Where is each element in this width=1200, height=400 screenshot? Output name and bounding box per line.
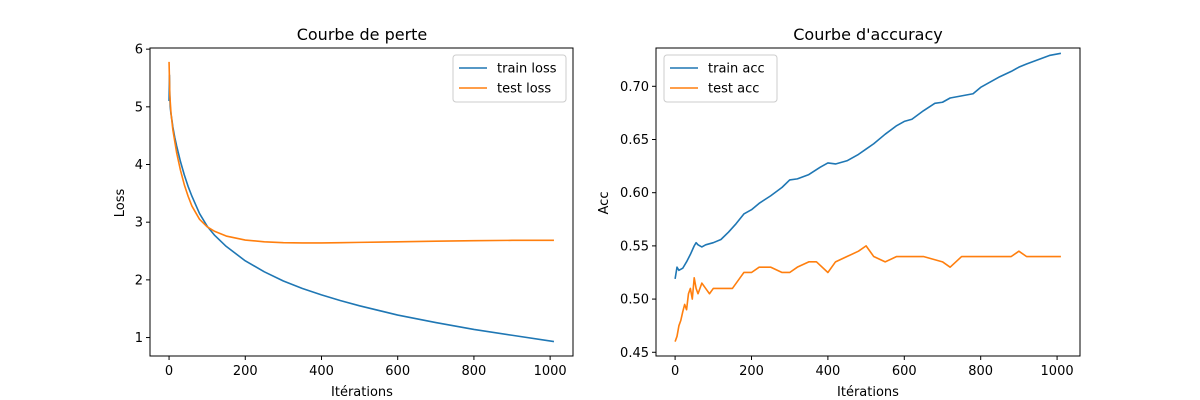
accuracy-chart-xlabel: Itérations <box>837 385 899 400</box>
legend-box <box>663 54 778 103</box>
accuracy-chart-title: Courbe d'accuracy <box>793 25 943 44</box>
x-tick-label: 600 <box>385 364 410 379</box>
legend-box <box>452 54 567 103</box>
legend-label: test acc <box>708 82 759 97</box>
y-tick-label: 0.70 <box>620 80 649 95</box>
legend-label: test loss <box>497 82 551 97</box>
y-tick-label: 2 <box>135 273 143 288</box>
y-tick-label: 1 <box>135 331 143 346</box>
y-tick-label: 0.50 <box>620 293 649 308</box>
loss-chart-title: Courbe de perte <box>297 25 428 44</box>
accuracy-chart-ylabel: Acc <box>597 192 612 215</box>
accuracy-chart: Courbe d'accuracy Itérations Acc 0 200 400… <box>597 25 1081 400</box>
y-tick-label: 3 <box>135 216 143 231</box>
legend-label: train acc <box>708 62 765 77</box>
y-tick-label: 0.60 <box>620 186 649 201</box>
x-tick-label: 400 <box>815 364 840 379</box>
loss-chart: Courbe de perte Itérations Loss 0 200 400 6… <box>113 25 574 400</box>
x-tick-label: 0 <box>671 364 679 379</box>
legend-label: train loss <box>497 62 557 77</box>
series-line-train-acc <box>674 52 1062 279</box>
x-tick-label: 800 <box>968 364 993 379</box>
x-tick-label: 200 <box>233 364 258 379</box>
y-tick-label: 5 <box>135 100 143 115</box>
y-tick-label: 0.45 <box>620 346 649 361</box>
y-tick-label: 6 <box>135 43 143 58</box>
axes-frame <box>149 47 574 357</box>
x-tick-label: 400 <box>309 364 334 379</box>
series-line-test-loss <box>168 61 554 244</box>
loss-chart-plot: 0 200 400 600 800 1000 1 2 3 4 5 6 train loss test lo… <box>135 43 574 379</box>
legend: train acc test acc <box>663 54 778 103</box>
y-tick-label: 0.65 <box>620 133 649 148</box>
x-tick-label: 800 <box>462 364 487 379</box>
accuracy-chart-plot: 0 200 400 600 800 1000 0.45 0.50 0.55 0.60 0.65 0.7… <box>620 47 1081 379</box>
y-tick-label: 0.55 <box>620 239 649 254</box>
x-tick-label: 200 <box>739 364 764 379</box>
loss-chart-ylabel: Loss <box>113 189 128 218</box>
series-line-test-acc <box>674 245 1061 342</box>
x-tick-label: 600 <box>892 364 917 379</box>
x-tick-label: 1000 <box>1041 364 1074 379</box>
loss-chart-xlabel: Itérations <box>331 385 393 400</box>
y-tick-label: 4 <box>135 158 143 173</box>
x-tick-label: 0 <box>165 364 173 379</box>
legend: train loss test loss <box>452 54 567 103</box>
x-tick-label: 1000 <box>534 364 567 379</box>
axes-frame <box>655 47 1081 357</box>
series-line-train-loss <box>168 74 555 343</box>
